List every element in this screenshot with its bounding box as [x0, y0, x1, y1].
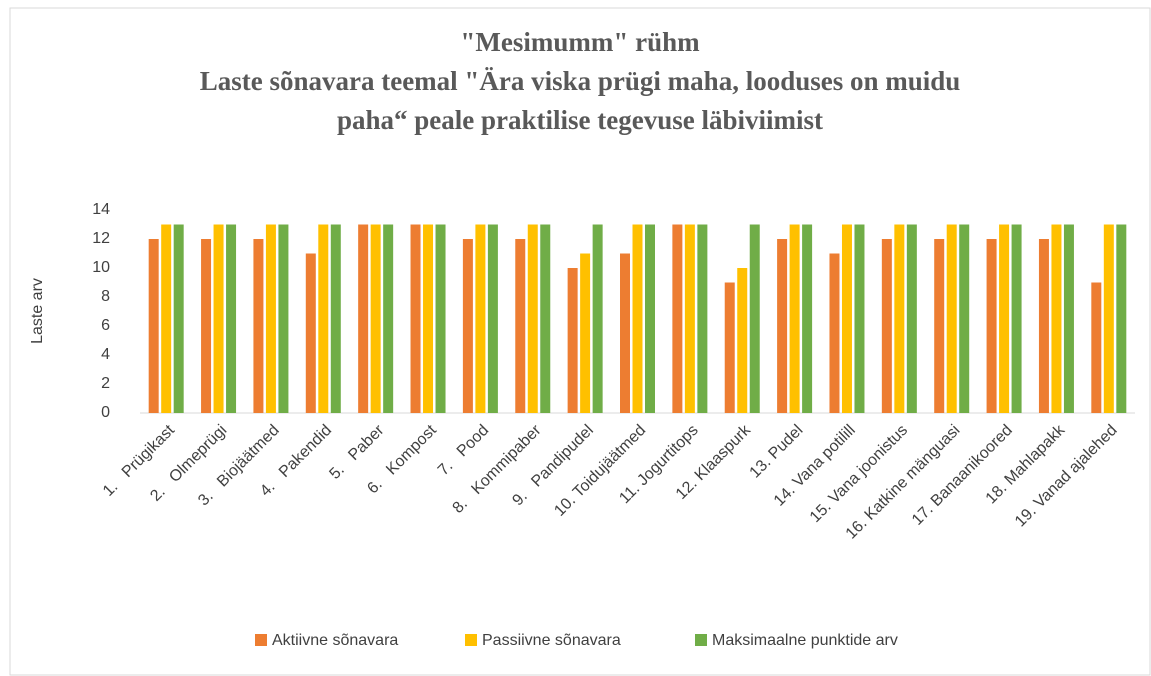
- bar: [435, 224, 446, 413]
- bar: [737, 268, 748, 413]
- bar: [318, 224, 329, 413]
- bar: [1038, 239, 1049, 413]
- bar: [383, 224, 394, 413]
- bar: [959, 224, 970, 413]
- legend-label: Aktiivne sõnavara: [272, 632, 398, 649]
- bar: [684, 224, 695, 413]
- bar: [462, 239, 473, 413]
- bar: [999, 224, 1010, 413]
- y-tick-label: 2: [101, 375, 110, 392]
- bar: [201, 239, 212, 413]
- y-tick-label: 0: [101, 404, 110, 421]
- bar: [1091, 282, 1102, 413]
- y-tick-label: 10: [92, 259, 110, 276]
- bar: [253, 239, 264, 413]
- bar: [777, 239, 788, 413]
- bar: [213, 224, 224, 413]
- bar: [265, 224, 276, 413]
- chart-title: Laste sõnavara teemal "Ära viska prügi m…: [200, 66, 961, 96]
- bar: [672, 224, 683, 413]
- chart-title: "Mesimumm" rühm: [460, 27, 700, 57]
- y-tick-label: 4: [101, 346, 110, 363]
- bar: [580, 253, 591, 413]
- bar: [1103, 224, 1114, 413]
- y-axis-label: Laste arv: [29, 278, 46, 344]
- bar: [620, 253, 630, 413]
- bar: [540, 224, 551, 413]
- bar: [592, 224, 603, 413]
- legend-label: Passiivne sõnavara: [482, 632, 621, 649]
- bar: [527, 224, 538, 413]
- bar: [148, 239, 159, 413]
- bar: [645, 224, 655, 413]
- legend-label: Maksimaalne punktide arv: [712, 632, 898, 649]
- bar: [487, 224, 498, 413]
- bar: [697, 224, 708, 413]
- bar: [934, 239, 945, 413]
- bar: [632, 224, 643, 413]
- bar: [567, 268, 578, 413]
- y-tick-label: 6: [101, 317, 110, 334]
- chart-title: paha“ peale praktilise tegevuse läbiviim…: [337, 105, 823, 135]
- bar: [515, 239, 526, 413]
- bar: [278, 224, 289, 413]
- bar: [829, 253, 840, 413]
- bar: [358, 224, 369, 413]
- bar: [986, 239, 997, 413]
- bar: [894, 224, 905, 413]
- bar: [226, 224, 237, 413]
- bar: [946, 224, 957, 413]
- bar: [1051, 224, 1062, 413]
- bar: [749, 224, 760, 413]
- bar: [802, 224, 813, 413]
- bar: [906, 224, 917, 413]
- bar: [1116, 224, 1127, 413]
- y-tick-label: 12: [92, 230, 110, 247]
- bar: [475, 224, 486, 413]
- bar: [854, 224, 865, 413]
- y-tick-label: 8: [101, 288, 110, 305]
- bar: [881, 239, 892, 413]
- bar: [410, 224, 421, 413]
- legend-swatch: [695, 634, 707, 646]
- bar: [789, 224, 800, 413]
- bar: [724, 282, 735, 413]
- bar: [173, 224, 184, 413]
- bar: [1011, 224, 1022, 413]
- title-block: "Mesimumm" rühm Laste sõnavara teemal "Är…: [200, 27, 961, 135]
- y-tick-label: 14: [92, 201, 110, 218]
- legend-swatch: [255, 634, 267, 646]
- bar: [161, 224, 172, 413]
- bar: [423, 224, 434, 413]
- bar: [841, 224, 852, 413]
- bar: [370, 224, 381, 413]
- bar: [330, 224, 341, 413]
- bar: [305, 253, 316, 413]
- legend-swatch: [465, 634, 477, 646]
- bar: [1063, 224, 1074, 413]
